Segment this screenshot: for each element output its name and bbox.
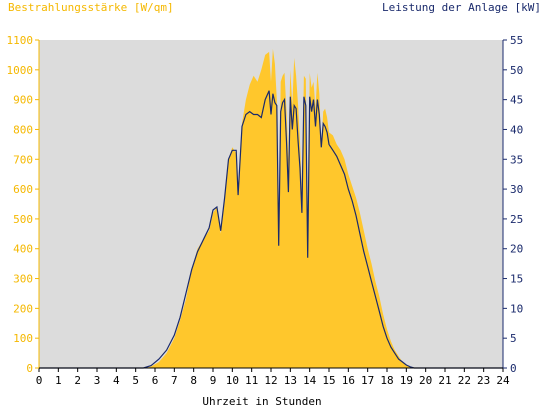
right-tick-label: 10 (510, 302, 523, 315)
irradiance-series (39, 48, 503, 369)
left-tick-label: 200 (13, 302, 33, 315)
x-tick-label: 13 (284, 374, 297, 387)
right-axis-ticks: 0 5 10 15 20 25 30 35 40 45 50 55 (503, 34, 523, 375)
right-tick-label: 15 (510, 273, 523, 286)
x-tick-label: 19 (400, 374, 413, 387)
left-tick-label: 600 (13, 183, 33, 196)
right-tick-label: 20 (510, 243, 523, 256)
right-tick-label: 40 (510, 123, 523, 136)
x-tick-label: 11 (245, 374, 258, 387)
right-tick-label: 30 (510, 183, 523, 196)
right-tick-label: 0 (510, 362, 517, 375)
x-tick-label: 16 (342, 374, 355, 387)
x-tick-label: 1 (55, 374, 62, 387)
x-tick-label: 14 (303, 374, 317, 387)
left-axis-ticks: 0 100 200 300 400 500 600 700 800 900 1000 1100 (7, 34, 39, 375)
power-series (39, 90, 503, 369)
x-tick-label: 18 (380, 374, 393, 387)
x-tick-label: 24 (496, 374, 510, 387)
x-tick-label: 15 (322, 374, 335, 387)
x-tick-label: 5 (132, 374, 139, 387)
right-tick-label: 35 (510, 153, 523, 166)
x-tick-label: 7 (171, 374, 178, 387)
left-tick-label: 1100 (7, 34, 34, 47)
left-tick-label: 700 (13, 153, 33, 166)
left-tick-label: 500 (13, 213, 33, 226)
x-tick-label: 22 (458, 374, 471, 387)
x-axis-title: Uhrzeit in Stunden (202, 395, 321, 408)
left-tick-label: 100 (13, 332, 33, 345)
x-tick-label: 10 (226, 374, 239, 387)
left-tick-label: 400 (13, 243, 33, 256)
x-tick-label: 8 (190, 374, 197, 387)
x-tick-label: 17 (361, 374, 374, 387)
right-tick-label: 25 (510, 213, 523, 226)
x-tick-label: 23 (477, 374, 490, 387)
right-tick-label: 5 (510, 332, 517, 345)
x-tick-label: 12 (264, 374, 277, 387)
x-tick-label: 6 (152, 374, 159, 387)
left-tick-label: 800 (13, 123, 33, 136)
right-tick-label: 45 (510, 94, 523, 107)
x-axis-ticks: 0 1 2 3 4 5 6 7 8 9 10 11 12 13 14 15 16 17 18 19 20 21 22 23 24 (36, 368, 510, 387)
right-axis-title: Leistung der Anlage [kW] (382, 1, 541, 14)
right-tick-label: 50 (510, 64, 523, 77)
left-tick-label: 1000 (7, 64, 34, 77)
left-tick-label: 900 (13, 94, 33, 107)
left-tick-label: 300 (13, 273, 33, 286)
power-line (39, 90, 503, 369)
left-axis-title: Bestrahlungsstärke [W/qm] (8, 1, 174, 14)
irradiance-area (39, 48, 503, 369)
x-tick-label: 20 (419, 374, 432, 387)
x-tick-label: 9 (210, 374, 217, 387)
x-tick-label: 4 (113, 374, 120, 387)
right-tick-label: 55 (510, 34, 523, 47)
x-tick-label: 2 (74, 374, 81, 387)
x-tick-label: 3 (94, 374, 101, 387)
left-tick-label: 0 (26, 362, 33, 375)
x-tick-label: 0 (36, 374, 43, 387)
x-tick-label: 21 (438, 374, 451, 387)
